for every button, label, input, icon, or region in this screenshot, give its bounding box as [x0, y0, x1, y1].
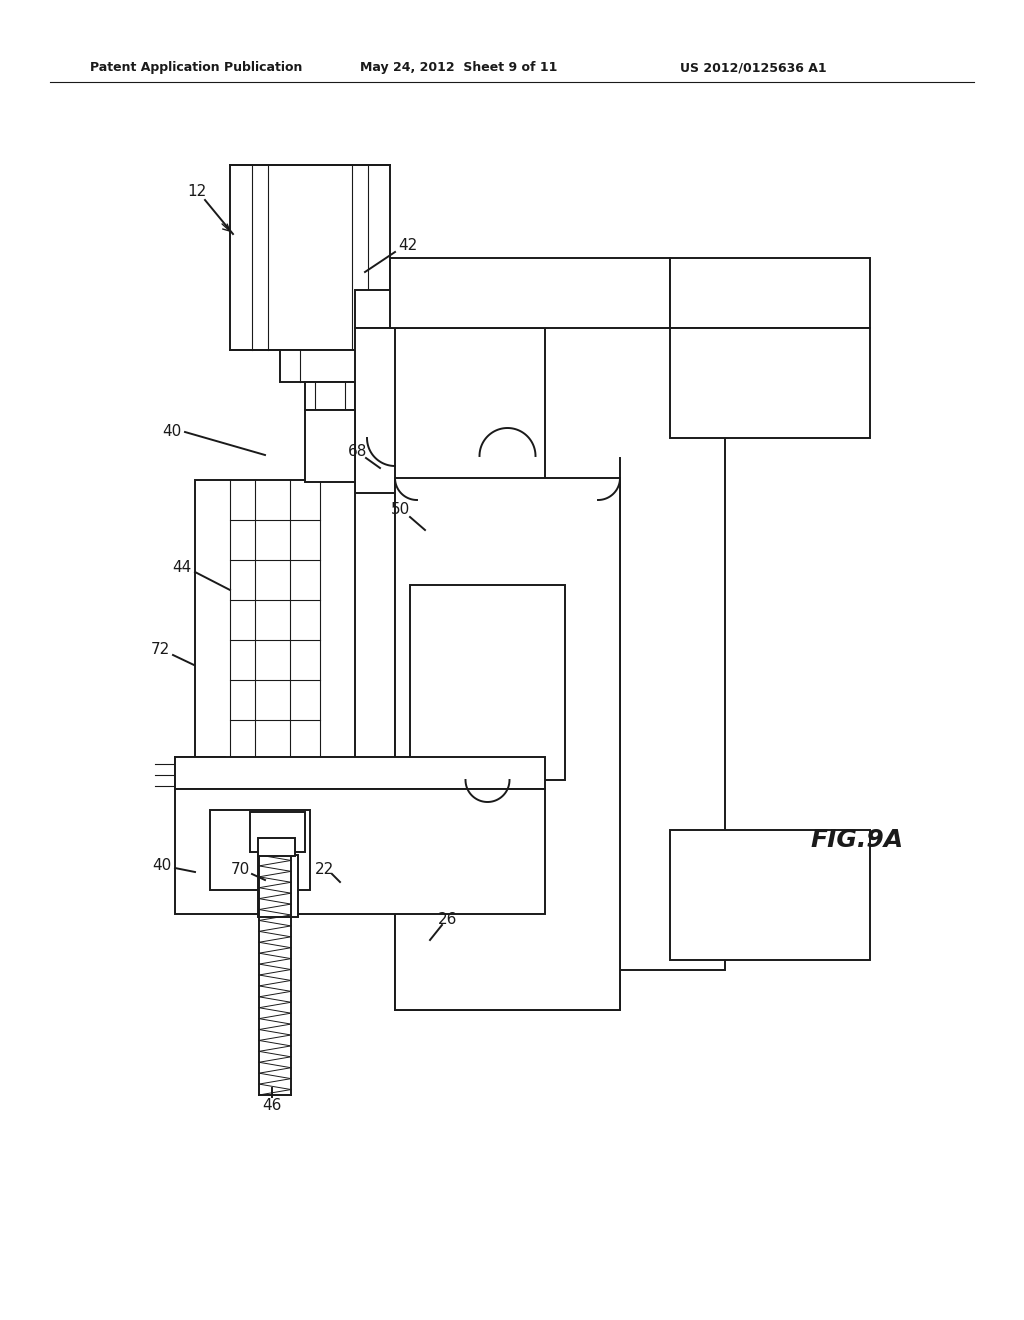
Text: 72: 72	[151, 643, 170, 657]
Bar	[390, 257, 670, 327]
Bar	[410, 585, 565, 780]
Bar	[175, 756, 545, 789]
Bar	[258, 838, 295, 855]
Bar	[195, 480, 355, 770]
Bar	[280, 350, 380, 381]
Text: 68: 68	[348, 445, 368, 459]
Text: 44: 44	[172, 561, 191, 576]
Text: Patent Application Publication: Patent Application Publication	[90, 62, 302, 74]
Text: 12: 12	[187, 185, 207, 199]
Text: 40: 40	[163, 425, 181, 440]
Bar	[305, 381, 355, 411]
Text: FIG.9A: FIG.9A	[810, 828, 903, 851]
Bar	[175, 789, 545, 913]
Text: US 2012/0125636 A1: US 2012/0125636 A1	[680, 62, 826, 74]
Text: 70: 70	[230, 862, 250, 878]
Bar	[355, 327, 395, 492]
Text: 42: 42	[398, 239, 418, 253]
Text: 50: 50	[390, 503, 410, 517]
Text: May 24, 2012  Sheet 9 of 11: May 24, 2012 Sheet 9 of 11	[360, 62, 557, 74]
Bar	[355, 290, 685, 327]
Bar	[545, 290, 725, 970]
FancyBboxPatch shape	[395, 478, 620, 1010]
Bar	[230, 165, 390, 350]
Bar	[250, 812, 305, 851]
Text: 22: 22	[315, 862, 335, 878]
Text: 46: 46	[262, 1097, 282, 1113]
Text: 40: 40	[153, 858, 172, 873]
Bar	[670, 327, 870, 438]
Bar	[670, 830, 870, 960]
Bar	[305, 411, 355, 482]
Text: 26: 26	[438, 912, 458, 928]
Bar	[670, 257, 870, 327]
Bar	[258, 855, 298, 917]
Bar	[175, 756, 225, 789]
Bar	[210, 810, 310, 890]
